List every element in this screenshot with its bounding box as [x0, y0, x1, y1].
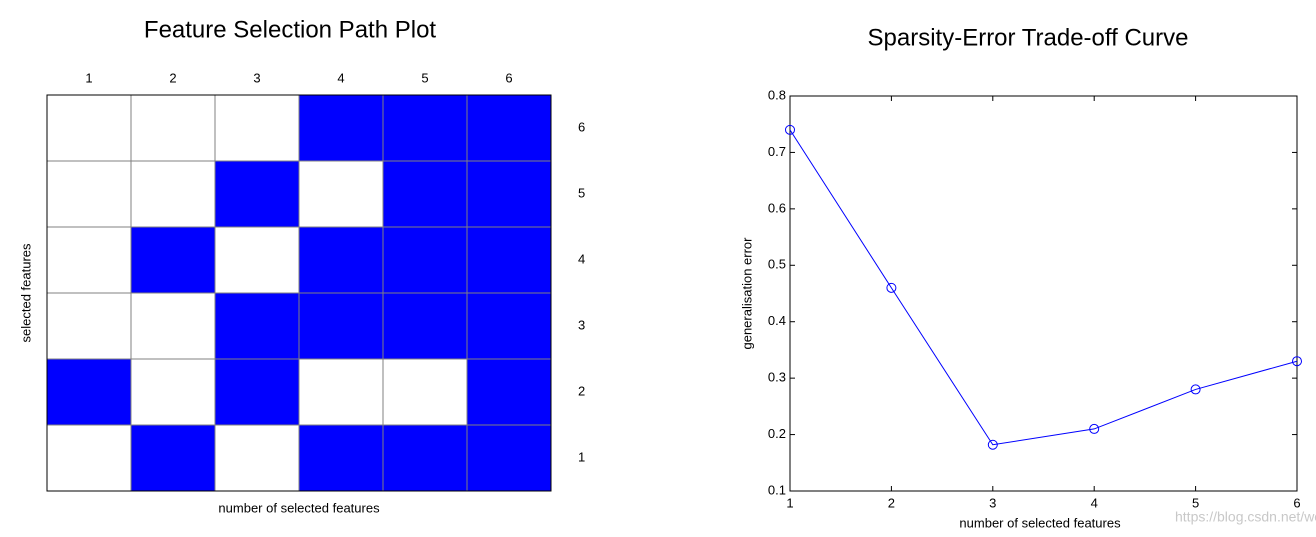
cell [214, 424, 300, 492]
x-tick-label: 5 [1192, 495, 1199, 510]
cell [298, 292, 384, 360]
cell [130, 160, 216, 228]
cell [298, 358, 384, 426]
data-line [789, 129, 1298, 446]
y-tick-label: 0.3 [768, 370, 786, 385]
data-point [1190, 384, 1201, 395]
data-point [1292, 356, 1302, 367]
x-tick-label: 4 [1091, 495, 1098, 510]
data-point [785, 124, 795, 135]
cell [130, 226, 216, 294]
cell [298, 160, 384, 228]
chart-title: Sparsity-Error Trade-off Curve [868, 24, 1189, 51]
x-tick-label: 3 [989, 495, 996, 510]
x-tick-label: 5 [421, 70, 428, 85]
cell [46, 160, 132, 228]
plot-frame [46, 94, 552, 492]
y-tick-label: 0.2 [768, 426, 786, 441]
y-axis-label: generalisation error [739, 237, 754, 350]
x-tick-label: 3 [253, 70, 260, 85]
cell [382, 94, 468, 162]
cell [382, 424, 468, 492]
watermark: https://blog.csdn.net/weixin_46161549 [1175, 509, 1316, 525]
x-axis-label: number of selected features [218, 500, 380, 515]
cell [382, 226, 468, 294]
x-tick-label: 2 [169, 70, 176, 85]
y-axis-label: selected features [18, 243, 33, 343]
y-tick-label: 0.8 [768, 87, 786, 102]
cell [382, 160, 468, 228]
data-point [1089, 423, 1100, 434]
cell [46, 94, 132, 162]
cell [382, 292, 468, 360]
data-point [987, 439, 998, 450]
x-tick-label: 6 [505, 70, 512, 85]
cell [214, 160, 300, 228]
x-tick-label: 1 [85, 70, 92, 85]
y-tick-label: 4 [578, 251, 585, 266]
cell [382, 358, 468, 426]
cell [466, 160, 552, 228]
x-tick-label: 6 [1293, 495, 1300, 510]
y-tick-label: 3 [578, 317, 585, 332]
y-tick-label: 5 [578, 185, 585, 200]
y-tick-label: 0.1 [768, 482, 786, 497]
cell [214, 358, 300, 426]
y-tick-label: 0.4 [768, 313, 786, 328]
cell [298, 424, 384, 492]
cell [130, 292, 216, 360]
x-axis-label: number of selected features [959, 515, 1121, 530]
plot-frame [789, 95, 1298, 492]
y-tick-label: 2 [578, 383, 585, 398]
cell [46, 424, 132, 492]
cell [466, 94, 552, 162]
x-tick-label: 4 [337, 70, 344, 85]
cell [130, 94, 216, 162]
cell [214, 94, 300, 162]
y-tick-label: 0.7 [768, 144, 786, 159]
cell [298, 226, 384, 294]
cell [46, 292, 132, 360]
cell [466, 226, 552, 294]
cell [46, 358, 132, 426]
cell [466, 292, 552, 360]
chart-title: Feature Selection Path Plot [144, 16, 437, 43]
cell [466, 358, 552, 426]
y-tick-label: 1 [578, 449, 585, 464]
x-tick-label: 1 [786, 495, 793, 510]
y-tick-label: 0.5 [768, 257, 786, 272]
x-tick-label: 2 [888, 495, 895, 510]
cell [298, 94, 384, 162]
cell [466, 424, 552, 492]
y-tick-label: 0.6 [768, 200, 786, 215]
cell [130, 358, 216, 426]
cell [214, 226, 300, 294]
y-tick-label: 6 [578, 119, 585, 134]
cell [214, 292, 300, 360]
cell [46, 226, 132, 294]
cell [130, 424, 216, 492]
data-point [886, 282, 897, 293]
